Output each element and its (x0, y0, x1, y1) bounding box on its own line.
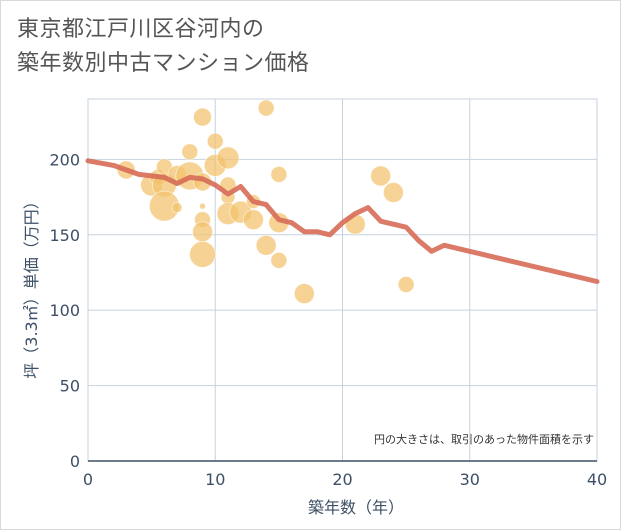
average-price-line (85, 158, 600, 284)
x-tick-label: 10 (205, 470, 225, 489)
bubble-size-note: 円の大きさは、取引のあった物件面積を示す (374, 432, 594, 446)
bubble-point (255, 234, 277, 256)
bubble-point (382, 182, 404, 203)
bubble-point (192, 221, 213, 243)
y-tick-label: 200 (49, 150, 80, 169)
bubble-point (397, 276, 415, 293)
bubble-point (370, 165, 392, 187)
y-tick-label: 50 (60, 377, 80, 396)
bubble-point (270, 166, 288, 183)
bubble-point (199, 202, 206, 210)
y-tick-label: 150 (49, 226, 80, 245)
y-axis-label: 坪（3.3㎡）単価（万円） (22, 193, 41, 378)
bubble-point (257, 99, 275, 117)
bubble-point (243, 209, 264, 231)
x-tick-label: 20 (332, 470, 352, 489)
bubble-point (206, 132, 224, 150)
y-tick-label: 100 (49, 301, 80, 320)
grid-lines (87, 98, 598, 462)
chart-title: 東京都江戸川区谷河内の 築年数別中古マンション価格 (17, 13, 310, 81)
chart-title-line1: 東京都江戸川区谷河内の (17, 17, 265, 42)
bubble-point (293, 283, 315, 304)
bubble-point (216, 146, 240, 170)
x-tick-label: 40 (587, 470, 607, 489)
bubble-layer (116, 99, 415, 304)
x-tick-label: 30 (460, 470, 480, 489)
chart-title-line2: 築年数別中古マンション価格 (17, 51, 310, 76)
bubble-point (270, 251, 288, 269)
bubble-point (193, 107, 212, 127)
y-tick-label: 0 (70, 452, 80, 471)
axes: 0 10 20 30 40 0 50 100 150 200 (49, 150, 607, 489)
x-axis-label: 築年数（年） (308, 498, 404, 517)
bubble-point (189, 240, 216, 268)
bubble-point (181, 143, 199, 161)
bubble-point (171, 202, 183, 214)
x-tick-label: 0 (83, 470, 93, 489)
